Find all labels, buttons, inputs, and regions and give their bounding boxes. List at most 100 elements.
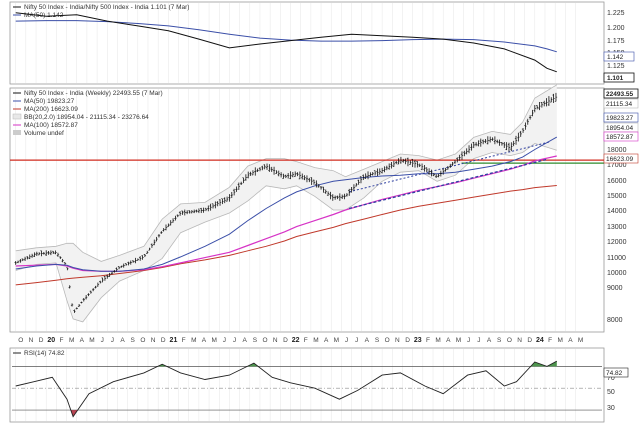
month-label: J [101,337,104,344]
rsi-tick-label: 30 [607,405,615,412]
price-plot [10,84,604,323]
rsi-tick-label: 70 [607,375,615,382]
rs-ratio-tag: 1.101 [607,75,624,82]
month-label: A [202,337,207,344]
legend-ma100: MA(100) 18572.87 [24,122,78,129]
rsi-last-tag: 74.82 [606,370,623,377]
relative-strength-plot [15,12,557,73]
price-tick-label: 15000 [607,193,627,200]
month-label: J [111,337,114,344]
legend-ma50: MA(50) 19823.27 [24,98,75,105]
month-label: J [477,337,480,344]
month-label: J [233,337,236,344]
rsi-y-axis: 70 50 30 [607,375,615,412]
legend-price: Nifty 50 Index - India (Weekly) 22493.55… [24,90,163,97]
month-label: D [527,337,532,344]
year-label: 22 [292,337,300,344]
rsi-oversold-fill [70,410,78,417]
price-last-tag: 22493.55 [606,91,633,98]
month-label: J [345,337,348,344]
month-label: D [283,337,288,344]
price-tick-label: 13000 [607,224,627,231]
rs-ma-tag: 1.142 [607,54,624,61]
month-label: F [182,337,186,344]
price-tick-label: 10000 [607,270,627,277]
price-tick-label: 17000 [607,162,627,169]
trend-line-upper [349,141,550,193]
series-ratio [15,12,557,73]
legend-ratio: Nifty 50 Index - India/Nifty 500 Index -… [24,4,189,11]
legend-volume: Volume undef [24,130,64,137]
month-label: M [456,337,461,344]
month-label: M [89,337,94,344]
month-label: S [253,337,258,344]
month-label: A [568,337,573,344]
price-tick-label: 14000 [607,208,627,215]
month-label: F [548,337,552,344]
month-label: D [405,337,410,344]
month-label: A [446,337,451,344]
month-label: M [558,337,563,344]
month-label: F [426,337,430,344]
month-label: S [131,337,136,344]
price-value-tags: 22493.55 21115.34 19823.27 18954.04 1857… [603,88,639,164]
bb-mid-tag: 21115.34 [606,101,633,108]
price-tick-label: 12000 [607,239,627,246]
month-label: A [365,337,370,344]
rs-tick-label: 1.225 [607,10,625,17]
month-label: M [334,337,339,344]
price-tick-label: 16000 [607,178,627,185]
month-label: J [355,337,358,344]
month-label: J [223,337,226,344]
month-label: O [385,337,390,344]
year-label: 21 [170,337,178,344]
year-label: 24 [536,337,544,344]
bollinger-band-fill [15,84,557,322]
month-label: N [273,337,278,344]
month-label: N [29,337,34,344]
legend-ma200: MA(200) 16623.09 [24,106,78,113]
ma200-tag: 16623.09 [606,156,633,163]
month-label: M [578,337,583,344]
month-label: A [243,337,248,344]
month-label: O [507,337,512,344]
price-tick-label: 8000 [607,317,623,324]
year-label: 23 [414,337,422,344]
rs-tick-label: 1.200 [607,25,625,32]
month-label: S [375,337,380,344]
rs-tick-label: 1.125 [607,63,625,70]
month-label: M [313,337,318,344]
price-tick-label: 11000 [607,255,626,262]
month-label: J [467,337,470,344]
month-label: N [517,337,522,344]
month-label: D [39,337,44,344]
price-legend: Nifty 50 Index - India (Weekly) 22493.55… [12,90,163,137]
year-label: 20 [47,337,55,344]
rsi-plot [12,360,602,418]
month-label: N [151,337,156,344]
month-label: F [304,337,308,344]
rs-tick-label: 1.175 [607,38,625,45]
month-label: S [497,337,502,344]
month-label: M [435,337,440,344]
rsi-tick-label: 50 [607,389,615,396]
bb-lower-tag: 18954.04 [606,125,633,132]
relative-strength-panel [9,1,605,85]
relative-strength-value-tags: 1.142 1.101 [603,51,635,83]
series-rsi [15,360,558,418]
price-panel [9,87,605,333]
series-ma50 [15,136,558,272]
month-label: O [263,337,268,344]
month-label: M [191,337,196,344]
legend-rsi: RSI(14) 74.82 [24,350,65,357]
month-label: O [18,337,23,344]
ma100-tag: 18572.87 [606,134,633,141]
price-tick-label: 18000 [607,147,627,154]
month-label: A [80,337,85,344]
month-label: N [395,337,400,344]
month-label: M [69,337,74,344]
trend-line-lower [348,158,548,210]
month-label: M [211,337,216,344]
month-label: F [59,337,63,344]
